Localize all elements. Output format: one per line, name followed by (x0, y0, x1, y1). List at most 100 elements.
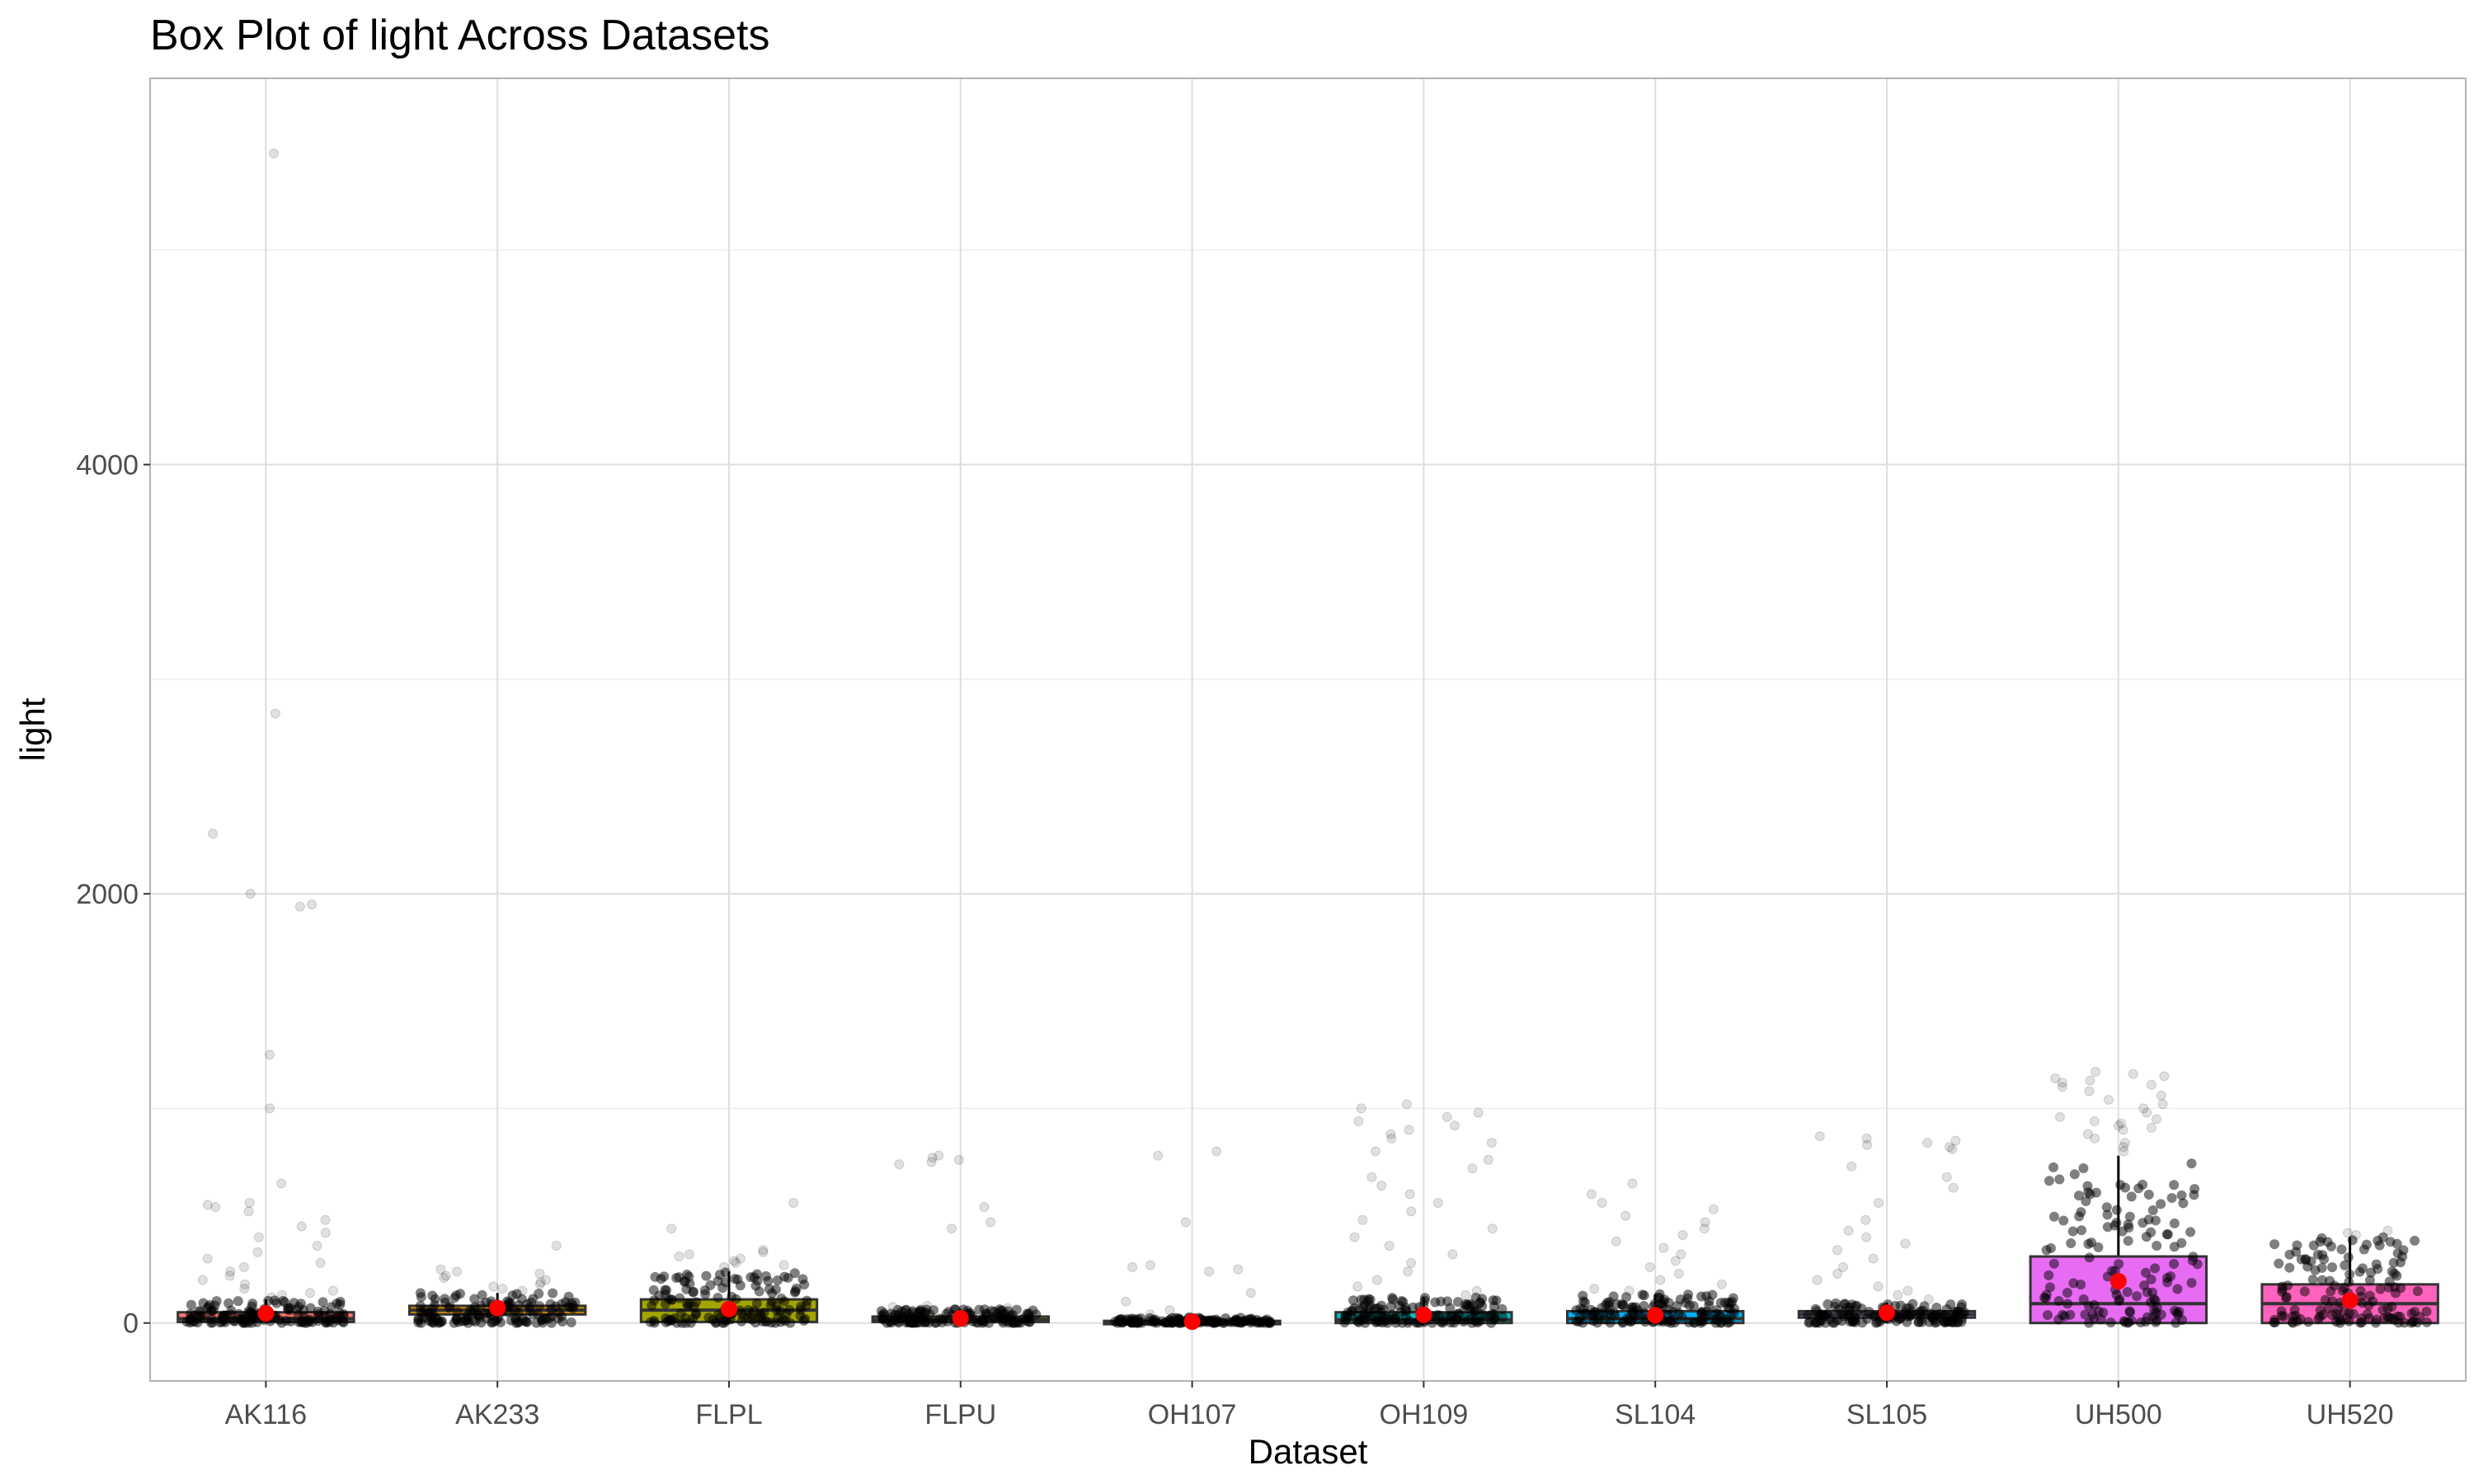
jitter-point (2415, 1312, 2425, 1322)
jitter-point (1637, 1289, 1648, 1300)
jitter-point (423, 1308, 434, 1319)
jitter-point (2331, 1308, 2342, 1319)
jitter-point (2142, 1312, 2153, 1322)
jitter-point (1913, 1308, 1924, 1318)
jitter-point (1205, 1316, 1216, 1327)
jitter-point (1024, 1317, 1035, 1327)
jitter-point (1959, 1307, 1970, 1317)
jitter-point (924, 1309, 935, 1320)
jitter-point (1682, 1293, 1693, 1303)
outlier-point (1385, 1129, 1396, 1139)
outlier-point (1403, 1266, 1413, 1277)
jitter-point (2068, 1278, 2079, 1289)
jitter-point (2111, 1218, 2122, 1228)
outlier-point (1204, 1266, 1215, 1277)
jitter-point (772, 1275, 783, 1285)
outlier-point (1644, 1262, 1655, 1273)
jitter-point (476, 1300, 487, 1311)
jitter-point (1684, 1317, 1695, 1328)
jitter-point (305, 1303, 316, 1313)
jitter-point (2337, 1285, 2348, 1296)
jitter-point (700, 1289, 711, 1299)
outlier-point (1483, 1154, 1493, 1165)
jitter-point (2133, 1183, 2144, 1194)
jitter-point (2102, 1222, 2113, 1233)
box-group-UH520 (2260, 1225, 2439, 1328)
outlier-point (2142, 1107, 2152, 1118)
outlier-point (666, 1223, 677, 1234)
x-axis: AK116 AK233 FLPL FLPU OH107 OH109 SL104 SL105 UH… (225, 1381, 2394, 1430)
outlier-point (1676, 1249, 1686, 1260)
jitter-point (209, 1300, 220, 1311)
jitter-point (2080, 1309, 2091, 1320)
outlier-point (270, 708, 280, 719)
jitter-point (2325, 1275, 2335, 1286)
jitter-point (784, 1304, 795, 1315)
outlier-point (979, 1202, 990, 1213)
jitter-point (2042, 1310, 2053, 1321)
jitter-point (332, 1298, 342, 1309)
jitter-point (799, 1313, 810, 1324)
jitter-point (1829, 1317, 1840, 1328)
jitter-point (2316, 1275, 2327, 1285)
jitter-point (2371, 1314, 2382, 1325)
jitter-point (2078, 1162, 2089, 1173)
jitter-point (2316, 1233, 2327, 1243)
outlier-point (1893, 1289, 1903, 1300)
jitter-point (1452, 1297, 1463, 1308)
jitter-point (557, 1317, 567, 1327)
jitter-point (2176, 1190, 2187, 1200)
jitter-point (2412, 1286, 2423, 1297)
outlier-point (2342, 1228, 2353, 1238)
jitter-point (2375, 1284, 2386, 1294)
jitter-point (2186, 1278, 2197, 1289)
jitter-point (2132, 1291, 2142, 1302)
outlier-point (1658, 1242, 1669, 1253)
outlier-point (1376, 1181, 1387, 1191)
outlier-point (1903, 1285, 1913, 1296)
jitter-point (2040, 1293, 2051, 1303)
jitter-point (773, 1312, 783, 1322)
jitter-point (2146, 1274, 2157, 1284)
jitter-point (198, 1298, 209, 1308)
outlier-point (240, 1279, 251, 1289)
jitter-point (2303, 1317, 2314, 1327)
outlier-point (778, 1260, 789, 1270)
jitter-point (2347, 1235, 2358, 1246)
jitter-point (1729, 1303, 1740, 1314)
outlier-point (327, 1285, 338, 1296)
jitter-point (1489, 1314, 1500, 1325)
jitter-point (2359, 1244, 2369, 1255)
outlier-point (276, 1289, 287, 1300)
jitter-point (785, 1317, 796, 1328)
jitter-point (717, 1317, 728, 1328)
outlier-point (1401, 1099, 1412, 1110)
outlier-point (946, 1223, 957, 1234)
outlier-point (1699, 1223, 1710, 1234)
outlier-point (1861, 1133, 1872, 1144)
jitter-point (2345, 1269, 2355, 1280)
jitter-point (2307, 1274, 2318, 1284)
outlier-point (1460, 1289, 1471, 1300)
outlier-point (2152, 1114, 2162, 1125)
outlier-point (245, 889, 256, 899)
jitter-point (2058, 1215, 2069, 1226)
outlier-point (197, 1275, 208, 1285)
mean-point (1183, 1313, 1201, 1331)
outlier-point (2091, 1067, 2101, 1078)
jitter-point (2084, 1252, 2095, 1263)
jitter-point (1804, 1317, 1814, 1328)
jitter-point (1366, 1310, 1377, 1321)
mean-point (2341, 1292, 2359, 1309)
jitter-point (1475, 1316, 1485, 1327)
outlier-point (1611, 1236, 1621, 1247)
jitter-point (1571, 1316, 1582, 1327)
jitter-point (1913, 1317, 1924, 1327)
jitter-point (1891, 1316, 1902, 1327)
x-tick-label: FLPU (924, 1399, 996, 1430)
jitter-point (2095, 1314, 2106, 1325)
jitter-point (1716, 1317, 1727, 1328)
jitter-point (2169, 1180, 2180, 1190)
jitter-point (2145, 1297, 2156, 1308)
mean-point (1879, 1304, 1895, 1322)
